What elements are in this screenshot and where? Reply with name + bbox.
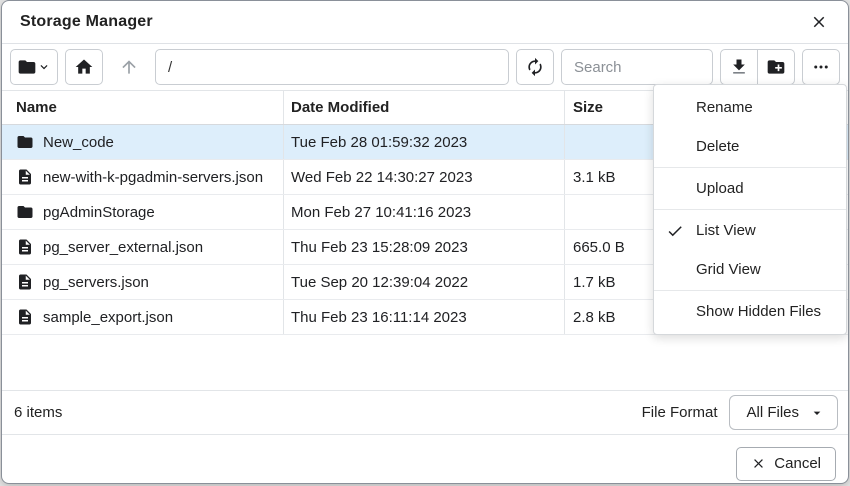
- new-folder-icon: [766, 57, 786, 77]
- menu-item-delete[interactable]: Delete: [654, 127, 846, 166]
- cancel-label: Cancel: [774, 455, 821, 472]
- ellipsis-icon: [812, 58, 830, 76]
- close-icon: [751, 456, 766, 471]
- menu-item-list-view[interactable]: List View: [654, 211, 846, 250]
- file-modified: Tue Feb 28 01:59:32 2023: [284, 125, 565, 159]
- menu-item-label: Upload: [696, 180, 744, 197]
- download-icon: [729, 57, 749, 77]
- file-icon: [16, 308, 34, 326]
- items-count: 6 items: [14, 404, 63, 421]
- column-header-modified[interactable]: Date Modified: [284, 91, 565, 124]
- menu-item-label: Rename: [696, 99, 753, 116]
- new-folder-button[interactable]: [757, 49, 795, 85]
- folder-icon: [16, 133, 34, 151]
- refresh-icon: [525, 57, 545, 77]
- refresh-button[interactable]: [516, 49, 554, 85]
- file-size: 665.0 B: [573, 238, 625, 256]
- menu-item-label: Delete: [696, 138, 740, 155]
- folder-icon: [17, 57, 37, 77]
- search-input[interactable]: [561, 49, 713, 85]
- up-directory-button[interactable]: [110, 49, 148, 85]
- file-icon: [16, 238, 34, 256]
- menu-item-show-hidden-files[interactable]: Show Hidden Files: [654, 292, 846, 331]
- file-modified: Thu Feb 23 15:28:09 2023: [284, 230, 565, 264]
- check-icon: [666, 222, 684, 240]
- menu-item-label: List View: [696, 222, 756, 239]
- path-input[interactable]: [155, 49, 509, 85]
- file-size: 1.7 kB: [573, 273, 616, 291]
- caret-down-icon: [809, 405, 825, 421]
- dialog-close-button[interactable]: [806, 9, 832, 35]
- cancel-button[interactable]: Cancel: [736, 446, 836, 481]
- file-size: 3.1 kB: [573, 168, 616, 186]
- folder-icon: [16, 203, 34, 221]
- file-modified: Wed Feb 22 14:30:27 2023: [284, 160, 565, 194]
- file-modified: Tue Sep 20 12:39:04 2022: [284, 265, 565, 299]
- file-name: pg_servers.json: [43, 273, 149, 291]
- file-modified: Mon Feb 27 10:41:16 2023: [284, 195, 565, 229]
- table-row[interactable]: pg_servers.json Tue Sep 20 12:39:04 2022…: [2, 265, 848, 300]
- column-header-name[interactable]: Name: [2, 91, 284, 124]
- file-name: pg_server_external.json: [43, 238, 204, 256]
- home-icon: [74, 57, 94, 77]
- menu-item-upload[interactable]: Upload: [654, 169, 846, 208]
- file-format-select[interactable]: All Files: [729, 395, 838, 430]
- table-row[interactable]: pg_server_external.json Thu Feb 23 15:28…: [2, 230, 848, 265]
- file-icon: [16, 273, 34, 291]
- file-actions-group: [720, 49, 795, 85]
- menu-item-grid-view[interactable]: Grid View: [654, 250, 846, 289]
- file-name: New_code: [43, 133, 114, 151]
- table-row[interactable]: sample_export.json Thu Feb 23 16:11:14 2…: [2, 300, 848, 335]
- file-icon: [16, 168, 34, 186]
- menu-item-rename[interactable]: Rename: [654, 88, 846, 127]
- file-size: 2.8 kB: [573, 308, 616, 326]
- home-button[interactable]: [65, 49, 103, 85]
- menu-divider: [654, 209, 846, 210]
- menu-item-label: Grid View: [696, 261, 761, 278]
- dialog-title: Storage Manager: [20, 13, 153, 30]
- table-row[interactable]: new-with-k-pgadmin-servers.json Wed Feb …: [2, 160, 848, 195]
- file-name: pgAdminStorage: [43, 203, 155, 221]
- menu-divider: [654, 167, 846, 168]
- titlebar: Storage Manager: [2, 1, 848, 44]
- bottom-bar: Cancel: [2, 435, 848, 483]
- arrow-up-icon: [119, 57, 139, 77]
- table-row[interactable]: pgAdminStorage Mon Feb 27 10:41:16 2023: [2, 195, 848, 230]
- file-name: new-with-k-pgadmin-servers.json: [43, 168, 264, 186]
- menu-divider: [654, 290, 846, 291]
- close-icon: [810, 13, 828, 31]
- status-bar: 6 items File Format All Files: [2, 390, 848, 435]
- file-format-value: All Files: [746, 404, 799, 421]
- file-format-label: File Format: [641, 404, 718, 421]
- more-options-menu: Rename Delete Upload List View Grid View: [653, 84, 847, 335]
- empty-area: [2, 335, 848, 390]
- column-header-size[interactable]: Size: [573, 99, 604, 116]
- table-header: Name Date Modified Size: [2, 91, 848, 125]
- menu-item-label: Show Hidden Files: [696, 303, 822, 320]
- chevron-down-icon: [37, 60, 51, 74]
- more-options-button[interactable]: [802, 49, 840, 85]
- toolbar: [2, 44, 848, 90]
- download-button[interactable]: [720, 49, 758, 85]
- file-name: sample_export.json: [43, 308, 174, 326]
- storage-select-button[interactable]: [10, 49, 58, 85]
- file-modified: Thu Feb 23 16:11:14 2023: [284, 300, 565, 334]
